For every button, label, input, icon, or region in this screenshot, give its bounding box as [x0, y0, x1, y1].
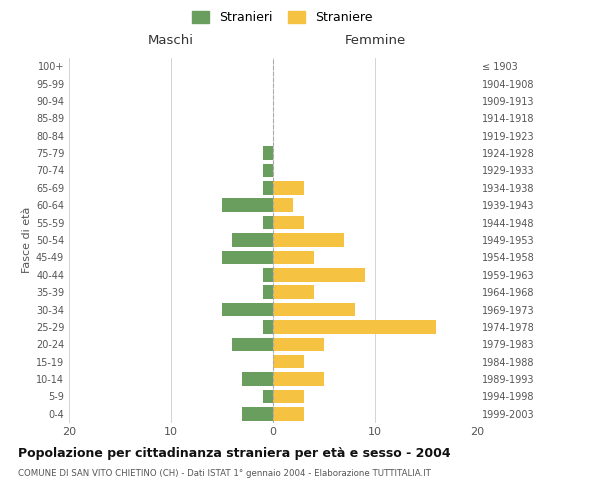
Bar — [263, 146, 273, 160]
Bar — [222, 250, 273, 264]
Bar — [273, 216, 304, 230]
Bar — [263, 286, 273, 299]
Bar — [263, 320, 273, 334]
Bar — [273, 268, 365, 281]
Bar — [273, 181, 304, 194]
Bar — [263, 268, 273, 281]
Bar — [263, 181, 273, 194]
Legend: Stranieri, Straniere: Stranieri, Straniere — [187, 6, 377, 29]
Bar — [273, 320, 436, 334]
Bar — [232, 338, 273, 351]
Bar — [273, 250, 314, 264]
Y-axis label: Fasce di età: Fasce di età — [22, 207, 32, 273]
Bar — [273, 407, 304, 420]
Text: COMUNE DI SAN VITO CHIETINO (CH) - Dati ISTAT 1° gennaio 2004 - Elaborazione TUT: COMUNE DI SAN VITO CHIETINO (CH) - Dati … — [18, 469, 431, 478]
Bar — [263, 216, 273, 230]
Bar — [222, 302, 273, 316]
Bar — [273, 286, 314, 299]
Bar — [273, 302, 355, 316]
Bar — [273, 390, 304, 403]
Bar — [273, 338, 324, 351]
Bar — [242, 372, 273, 386]
Bar — [222, 198, 273, 212]
Bar — [273, 372, 324, 386]
Text: Maschi: Maschi — [148, 34, 194, 47]
Bar — [273, 198, 293, 212]
Bar — [273, 355, 304, 368]
Text: Popolazione per cittadinanza straniera per età e sesso - 2004: Popolazione per cittadinanza straniera p… — [18, 448, 451, 460]
Bar — [263, 164, 273, 177]
Bar — [242, 407, 273, 420]
Text: Femmine: Femmine — [344, 34, 406, 47]
Bar — [263, 390, 273, 403]
Y-axis label: Anni di nascita: Anni di nascita — [597, 198, 600, 281]
Bar — [273, 233, 344, 247]
Bar — [232, 233, 273, 247]
